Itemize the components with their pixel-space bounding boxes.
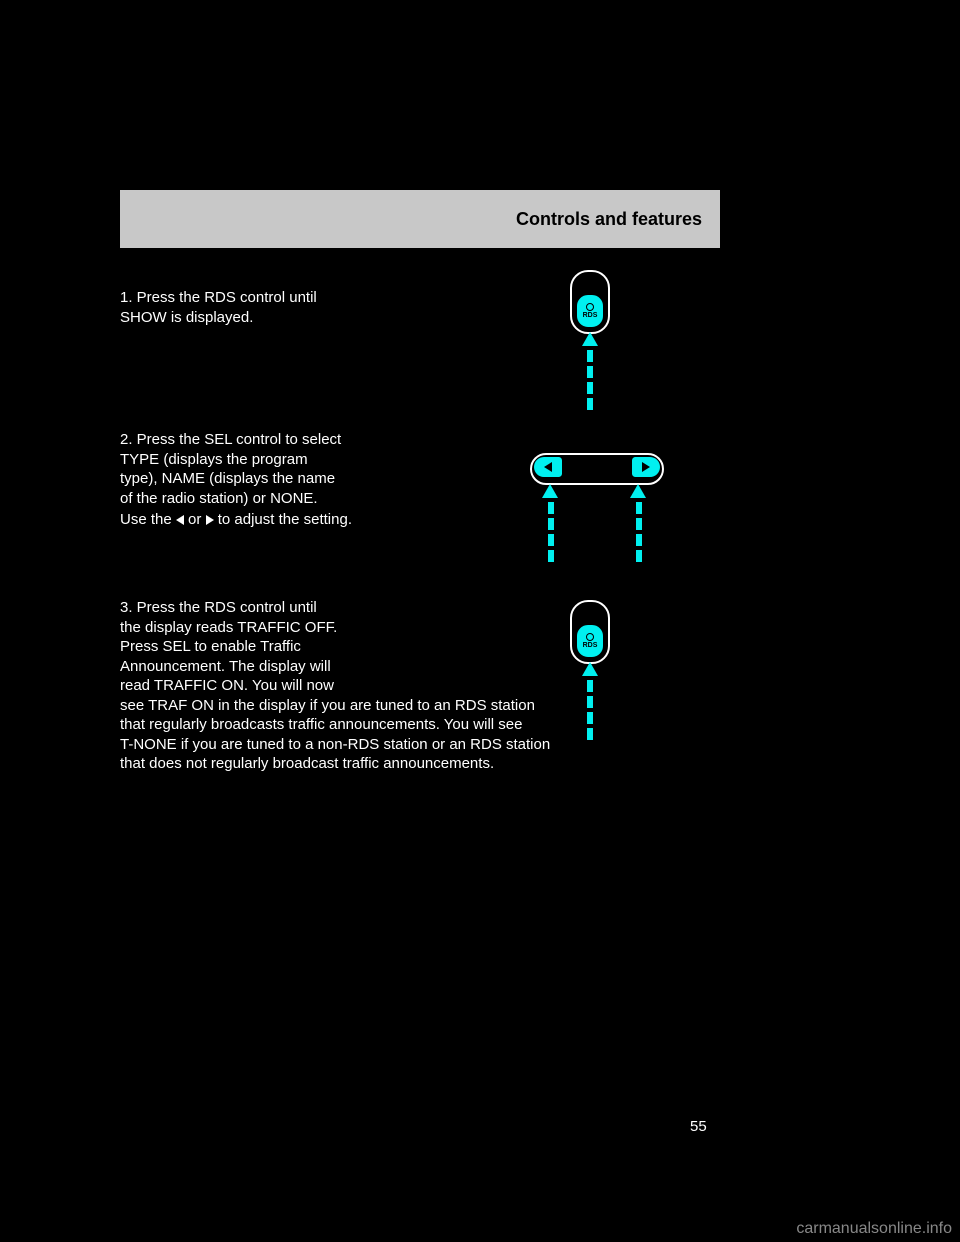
left-arrow-icon <box>176 515 184 525</box>
arrow-up-icon <box>542 484 558 498</box>
rds-button[interactable]: RDS <box>570 270 610 334</box>
clock-icon <box>586 633 594 641</box>
rds-button[interactable]: RDS <box>570 600 610 664</box>
header-title: Controls and features <box>516 209 702 230</box>
step2-text: 2. Press the SEL control to selectTYPE (… <box>120 430 430 508</box>
sel-control[interactable] <box>530 453 660 481</box>
step1-text: 1. Press the RDS control untilSHOW is di… <box>120 288 420 327</box>
step2b-prefix: Use the <box>120 511 172 528</box>
watermark: carmanualsonline.info <box>796 1220 952 1238</box>
step2b-mid: or <box>188 511 201 528</box>
triangle-left-icon <box>544 462 552 472</box>
arrow-up-icon <box>582 332 598 346</box>
header-bar: Controls and features <box>120 190 720 248</box>
arrow-up-icon <box>630 484 646 498</box>
arrow-up-icon <box>582 662 598 676</box>
step2b-text: Use the or to adjust the setting. <box>120 510 430 530</box>
rds-label: RDS <box>583 642 598 649</box>
clock-icon <box>586 303 594 311</box>
right-arrow-icon <box>206 515 214 525</box>
sel-left-button[interactable] <box>534 457 562 477</box>
rds-label: RDS <box>583 312 598 319</box>
step3-text: 3. Press the RDS control untilthe displa… <box>120 598 720 774</box>
sel-right-button[interactable] <box>632 457 660 477</box>
page-number: 55 <box>690 1118 707 1135</box>
step2b-suffix: to adjust the setting. <box>218 511 352 528</box>
triangle-right-icon <box>642 462 650 472</box>
